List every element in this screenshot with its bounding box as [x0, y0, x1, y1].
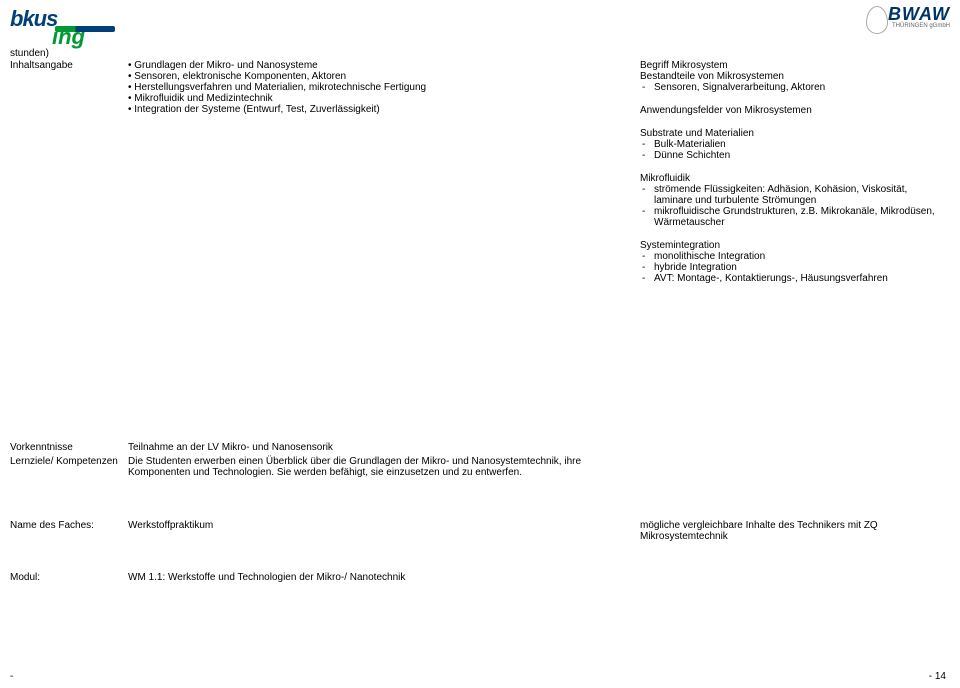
label-modul: Modul:: [10, 572, 120, 583]
label-inhaltsangabe: Inhaltsangabe: [10, 60, 120, 71]
bestandteile-item: Sensoren, Signalverarbeitung, Aktoren: [654, 82, 940, 93]
substrate-title: Substrate und Materialien: [640, 128, 940, 139]
inhalts-item: Herstellungsverfahren und Materialien, m…: [128, 82, 598, 93]
inhalts-item: Mikrofluidik und Medizintechnik: [128, 93, 598, 104]
systemintegration-item: hybride Integration: [654, 262, 940, 273]
inhalts-item: Sensoren, elektronische Komponenten, Akt…: [128, 71, 598, 82]
inhalts-item: Integration der Systeme (Entwurf, Test, …: [128, 104, 598, 115]
systemintegration-title: Systemintegration: [640, 240, 940, 251]
fach-text: Werkstoffpraktikum: [128, 520, 598, 531]
label-vorkenntnisse: Vorkenntnisse: [10, 442, 120, 453]
mikrofluidik-title: Mikrofluidik: [640, 173, 940, 184]
footer-dash: -: [10, 671, 13, 682]
page-number: - 14: [929, 671, 946, 682]
main-inhalts-list: Grundlagen der Mikro- und Nanosysteme Se…: [128, 60, 598, 115]
logo-ing-text: ing: [52, 24, 85, 50]
inhalts-item: Grundlagen der Mikro- und Nanosysteme: [128, 60, 598, 71]
logo-bkus: bkus ing: [10, 6, 115, 50]
modul-text: WM 1.1: Werkstoffe und Technologien der …: [128, 572, 598, 583]
systemintegration-item: monolithische Integration: [654, 251, 940, 262]
logo-bkus-text: bkus: [10, 6, 57, 31]
vorkenntnisse-text: Teilnahme an der LV Mikro- und Nanosenso…: [128, 442, 648, 453]
anwendungsfelder: Anwendungsfelder von Mikrosystemen: [640, 105, 940, 116]
label-lernziele: Lernziele/ Kompetenzen: [10, 456, 120, 467]
label-name-des-faches: Name des Faches:: [10, 520, 120, 531]
bestandteile-title: Bestandteile von Mikrosystemen: [640, 71, 940, 82]
systemintegration-item: AVT: Montage-, Kontaktierungs-, Häusungs…: [654, 273, 940, 284]
logo-bwaw-egg-icon: [866, 6, 888, 34]
label-stunden: stunden): [10, 48, 120, 59]
logo-bwaw: BWAW THÜRINGEN gGmbH: [888, 4, 950, 29]
substrate-item: Bulk-Materialien: [654, 139, 940, 150]
logo-bwaw-sub: THÜRINGEN gGmbH: [888, 23, 950, 29]
moegliche-text: mögliche vergleichbare Inhalte des Techn…: [640, 520, 940, 542]
substrate-item: Dünne Schichten: [654, 150, 940, 161]
mikrofluidik-item: strömende Flüssigkeiten: Adhäsion, Kohäs…: [654, 184, 940, 206]
right-column: Begriff Mikrosystem Bestandteile von Mik…: [640, 60, 940, 296]
lernziele-text: Die Studenten erwerben einen Überblick ü…: [128, 456, 628, 478]
mikrofluidik-item: mikrofluidische Grundstrukturen, z.B. Mi…: [654, 206, 940, 228]
begriff-title: Begriff Mikrosystem: [640, 60, 940, 71]
logo-bwaw-text: BWAW: [888, 4, 950, 24]
